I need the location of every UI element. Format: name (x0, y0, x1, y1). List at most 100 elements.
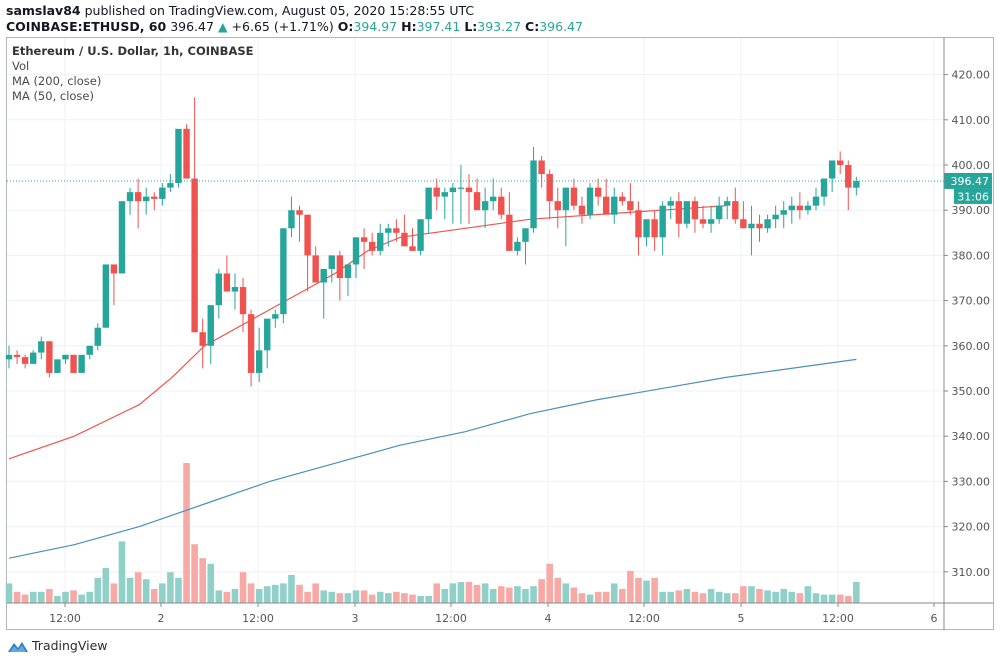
volume-bar (94, 577, 102, 603)
candlesticks (5, 97, 860, 387)
price-tick-label: 410.00 (952, 114, 991, 127)
volume-bar (586, 594, 594, 603)
candle-body (360, 237, 368, 242)
volume-bar (336, 593, 344, 603)
volume-bar (239, 572, 247, 603)
legend-item-ma200[interactable]: MA (200, close) (12, 74, 102, 88)
legend-item-ma50[interactable]: MA (50, close) (12, 89, 94, 103)
ma200-path (8, 358, 857, 559)
volume-bar (635, 577, 642, 603)
volume-bar (231, 589, 239, 603)
candle-body (393, 228, 400, 233)
candle-body (175, 128, 182, 184)
volume-bar (304, 591, 311, 603)
volume-bar (465, 582, 473, 603)
candle-body (635, 210, 642, 238)
candle-body (312, 255, 319, 283)
volume-bar (457, 582, 465, 603)
candle-body (223, 273, 231, 292)
volume-bar (62, 591, 69, 603)
volume-bar (150, 589, 158, 603)
volume-bar (788, 591, 796, 603)
time-tick-label: 12:00 (822, 612, 854, 625)
candle-body (13, 354, 21, 358)
volume-bar (651, 577, 658, 603)
candle-body (554, 201, 561, 211)
countdown-badge-label: 31:06 (957, 190, 989, 203)
volume-bar (280, 583, 287, 603)
candle-body (764, 219, 771, 229)
tradingview-brand[interactable]: TradingView (7, 638, 108, 653)
candle-body (46, 341, 53, 373)
candle-body (756, 223, 763, 229)
volume-bar (255, 589, 263, 603)
last-price-badge (944, 172, 992, 189)
candle-body (748, 223, 755, 229)
volume-bar (570, 587, 578, 603)
candle-body (118, 201, 126, 274)
candle-body (142, 196, 150, 202)
candle-body (699, 219, 707, 224)
volume-bar (191, 544, 198, 603)
volume-bar (514, 586, 521, 603)
candle-body (780, 210, 787, 215)
candle-body (255, 350, 263, 373)
candle-body (490, 196, 497, 202)
candle-body (522, 228, 529, 242)
candle-body (433, 187, 440, 197)
candle-body (740, 219, 747, 229)
volume-bar (320, 590, 328, 603)
price-tick-label: 370.00 (952, 295, 991, 308)
candle-body (264, 318, 271, 351)
candle-body (183, 128, 190, 179)
candle-body (368, 241, 376, 251)
price-tick-label: 390.00 (952, 204, 991, 217)
volume-bar (683, 589, 691, 603)
candle-body (602, 196, 610, 215)
candle-body (586, 187, 594, 215)
candle-body (619, 196, 626, 202)
volume-bar (328, 591, 336, 603)
volume-bar (756, 589, 763, 603)
volume-bar (78, 594, 85, 603)
candle-body (643, 219, 650, 238)
volume-bar (13, 591, 21, 603)
candle-body (94, 327, 101, 346)
time-tick-label: 3 (352, 612, 359, 625)
volume-bar (812, 593, 820, 603)
time-tick-label: 6 (931, 612, 938, 625)
low-label: L: (464, 19, 478, 34)
published-text: published on TradingView.com, August 05,… (84, 3, 475, 18)
close-label: C: (525, 19, 540, 34)
candle-body (732, 201, 739, 220)
volume-bar (199, 558, 206, 603)
candle-body (715, 205, 723, 220)
candle-body (191, 178, 198, 333)
volume-bar (578, 593, 586, 603)
candle-body (837, 160, 844, 165)
candle-body (514, 241, 521, 251)
publisher-name[interactable]: samslav84 (6, 3, 81, 18)
publish-info: samslav84 published on TradingView.com, … (6, 3, 474, 18)
volume-bar (675, 590, 683, 603)
volume-bar (175, 577, 182, 603)
volume-bar (748, 586, 755, 603)
volume-bar (272, 584, 279, 603)
volume-bar (142, 579, 150, 603)
candle-body (538, 160, 545, 175)
chart-legend: Ethereum / U.S. Dollar, 1h, COINBASE Vol… (12, 44, 253, 104)
candle-body (611, 196, 618, 215)
volume-bar (796, 593, 804, 603)
candle-body (199, 332, 206, 346)
volume-bar (643, 580, 650, 603)
candle-body (804, 205, 812, 211)
volume-bar (344, 593, 352, 603)
candle-body (54, 359, 61, 373)
candle-body (498, 196, 505, 215)
candle-body (667, 201, 674, 206)
candle-body (473, 192, 481, 211)
time-tick-label: 12:00 (242, 612, 274, 625)
candle-body (207, 305, 214, 346)
legend-item-volume[interactable]: Vol (12, 59, 30, 73)
